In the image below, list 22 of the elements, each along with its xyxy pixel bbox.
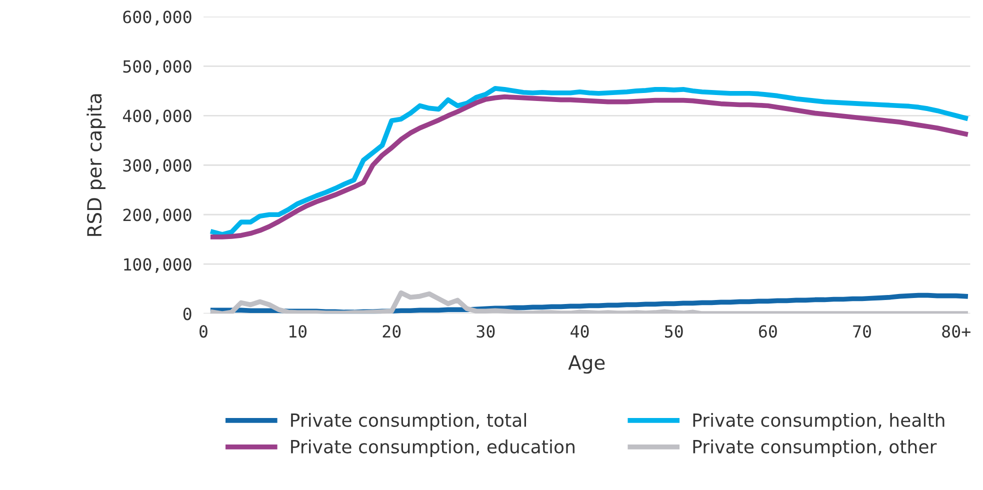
x-axis-title: Age [568, 355, 605, 374]
y-tick-label: 0 [183, 308, 192, 320]
x-tick-label: 30 [476, 325, 495, 338]
x-tick-label: 50 [665, 325, 683, 338]
legend-label: Private consumption, education [291, 439, 574, 457]
x-tick-label: 60 [759, 325, 777, 338]
x-tick-label: 40 [570, 325, 589, 338]
x-tick-label: 70 [853, 325, 871, 338]
y-tick-label: 600,000 [123, 10, 192, 26]
legend-label: Private consumption, other [693, 439, 937, 457]
x-tick-label: 10 [290, 325, 307, 338]
x-tick-label: 0 [200, 325, 208, 338]
legend-label: Private consumption, total [291, 412, 526, 430]
x-tick-label: 20 [382, 325, 401, 338]
y-tick-label: 300,000 [123, 159, 192, 174]
y-axis-title: RSD per capita [86, 94, 106, 236]
x-tick-label: 80+ [942, 325, 970, 338]
y-tick-label: 400,000 [122, 110, 192, 124]
y-tick-label: 500,000 [123, 60, 192, 75]
y-tick-label: 200,000 [123, 208, 192, 224]
legend-label: Private consumption, health [693, 412, 944, 430]
y-tick-label: 100,000 [124, 258, 192, 273]
